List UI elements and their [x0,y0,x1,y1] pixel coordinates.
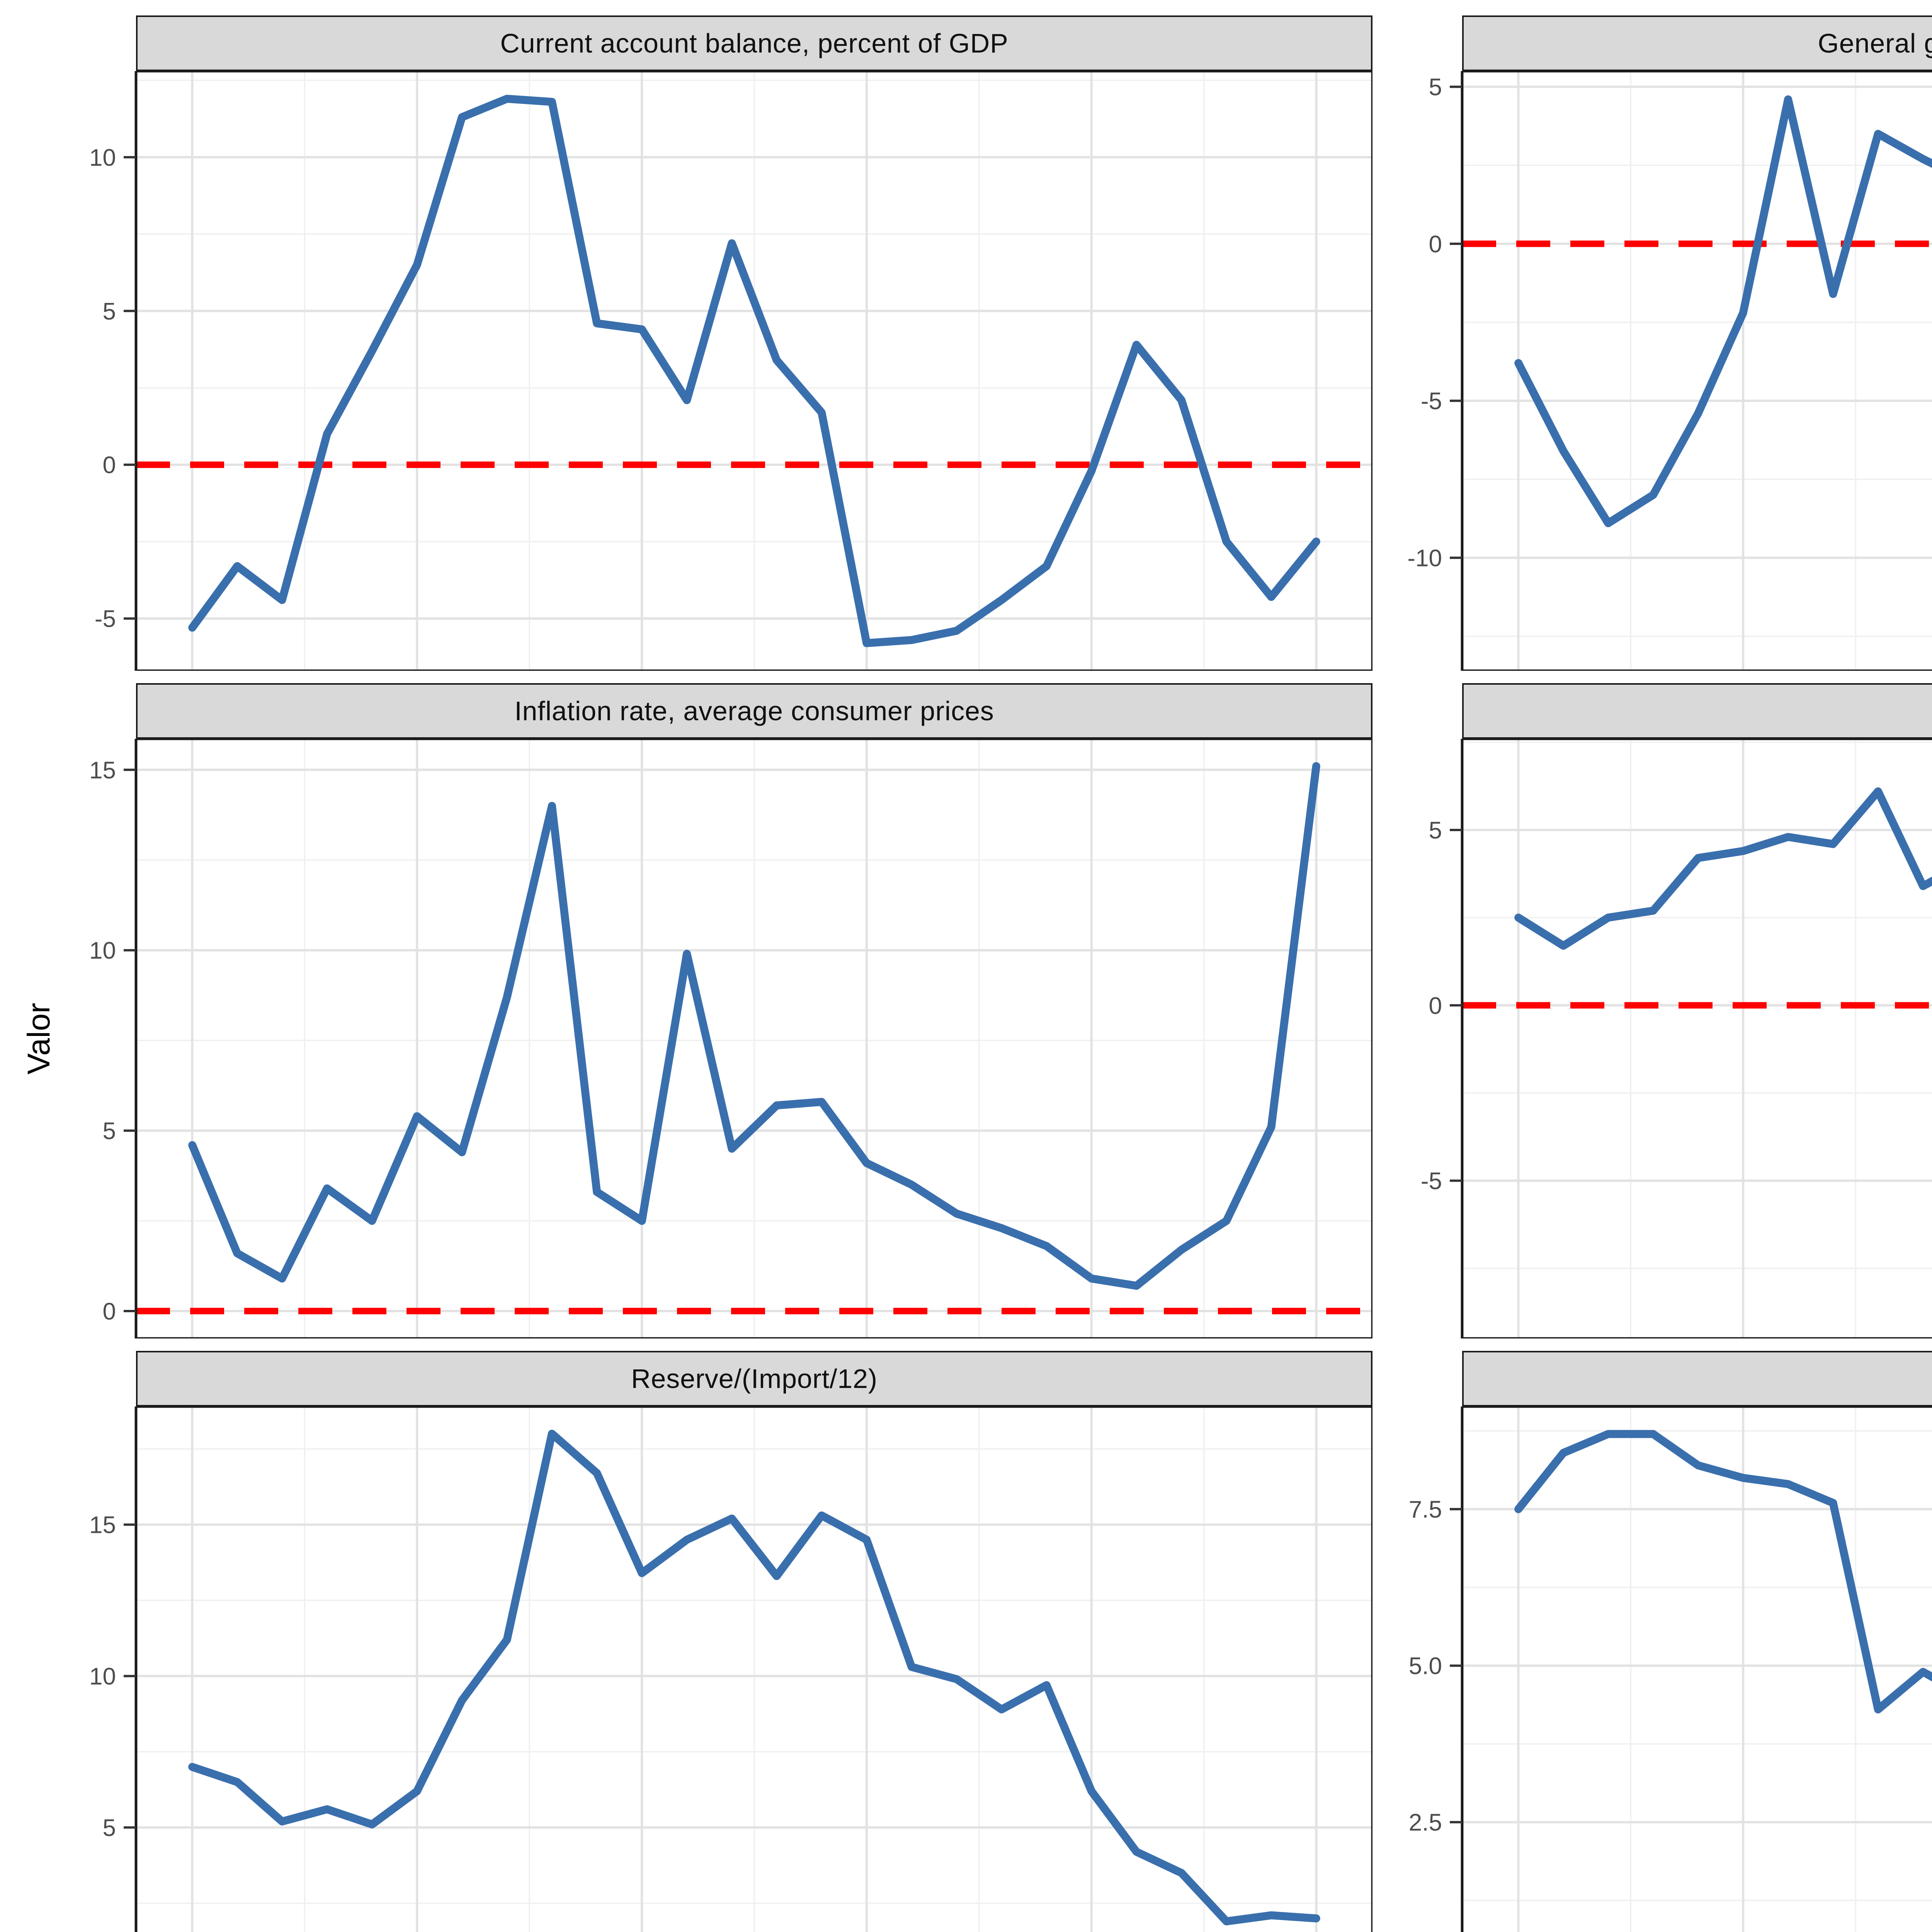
facet-reserves: Reserve/(Import/12) 15105020002005201020… [43,1351,1372,1932]
svg-text:15: 15 [89,1512,116,1539]
svg-text:5: 5 [1429,817,1442,844]
svg-text:-10: -10 [1407,545,1442,571]
facet-strip-government-balance: General government net lending/borrowing [1462,15,1932,71]
facet-title: Current account balance, percent of GDP [500,27,1009,58]
svg-text:7.5: 7.5 [1409,1497,1442,1523]
facet-strip-reserves: Reserve/(Import/12) [136,1351,1372,1406]
facet-plot-reserves: 151050200020052010201520202025 [43,1406,1372,1932]
svg-text:0: 0 [103,452,116,479]
facet-title: Reserve/(Import/12) [631,1362,878,1393]
y-axis-title: Valor [22,1003,57,1075]
svg-text:5: 5 [103,298,116,325]
svg-text:10: 10 [89,1663,116,1690]
svg-text:-5: -5 [1421,388,1442,415]
facet-plot-government-balance: 5 0 -5 -10 [1369,71,1932,671]
svg-text:15: 15 [89,757,116,784]
svg-text:0: 0 [1429,231,1442,258]
facet-unemployment: Unemployment rate 7.55.02.50.02000200520… [1369,1351,1932,1932]
svg-text:0: 0 [1429,993,1442,1019]
svg-text:0: 0 [103,1298,116,1325]
facet-current-account: Current account balance, percent of GDP … [43,15,1372,671]
svg-text:5: 5 [103,1118,116,1145]
svg-text:-5: -5 [95,606,116,633]
facet-gdp-growth: Real GDP growth 5 0 -5 [1369,683,1932,1338]
facet-government-balance: General government net lending/borrowing… [1369,15,1932,671]
facet-plot-inflation: 15 10 5 0 [43,739,1372,1338]
facet-inflation: Inflation rate, average consumer prices … [43,683,1372,1338]
svg-text:5: 5 [103,1815,116,1842]
facet-title: General government net lending/borrowing [1818,27,1932,58]
svg-text:5: 5 [1429,74,1442,101]
facet-strip-gdp-growth: Real GDP growth [1462,683,1932,739]
facet-strip-inflation: Inflation rate, average consumer prices [136,683,1372,739]
facet-plot-gdp-growth: 5 0 -5 [1369,739,1932,1338]
facet-strip-current-account: Current account balance, percent of GDP [136,15,1372,71]
svg-text:-5: -5 [1421,1168,1442,1195]
svg-text:2.5: 2.5 [1409,1810,1442,1836]
svg-text:10: 10 [89,145,116,171]
facet-title: Inflation rate, average consumer prices [514,695,994,726]
facet-plot-current-account: 10 5 0 -5 [43,71,1372,671]
facet-plot-unemployment: 7.55.02.50.0200020052010201520202025 [1369,1406,1932,1932]
facet-strip-unemployment: Unemployment rate [1462,1351,1932,1406]
svg-text:10: 10 [89,937,116,964]
svg-text:5.0: 5.0 [1409,1653,1442,1680]
